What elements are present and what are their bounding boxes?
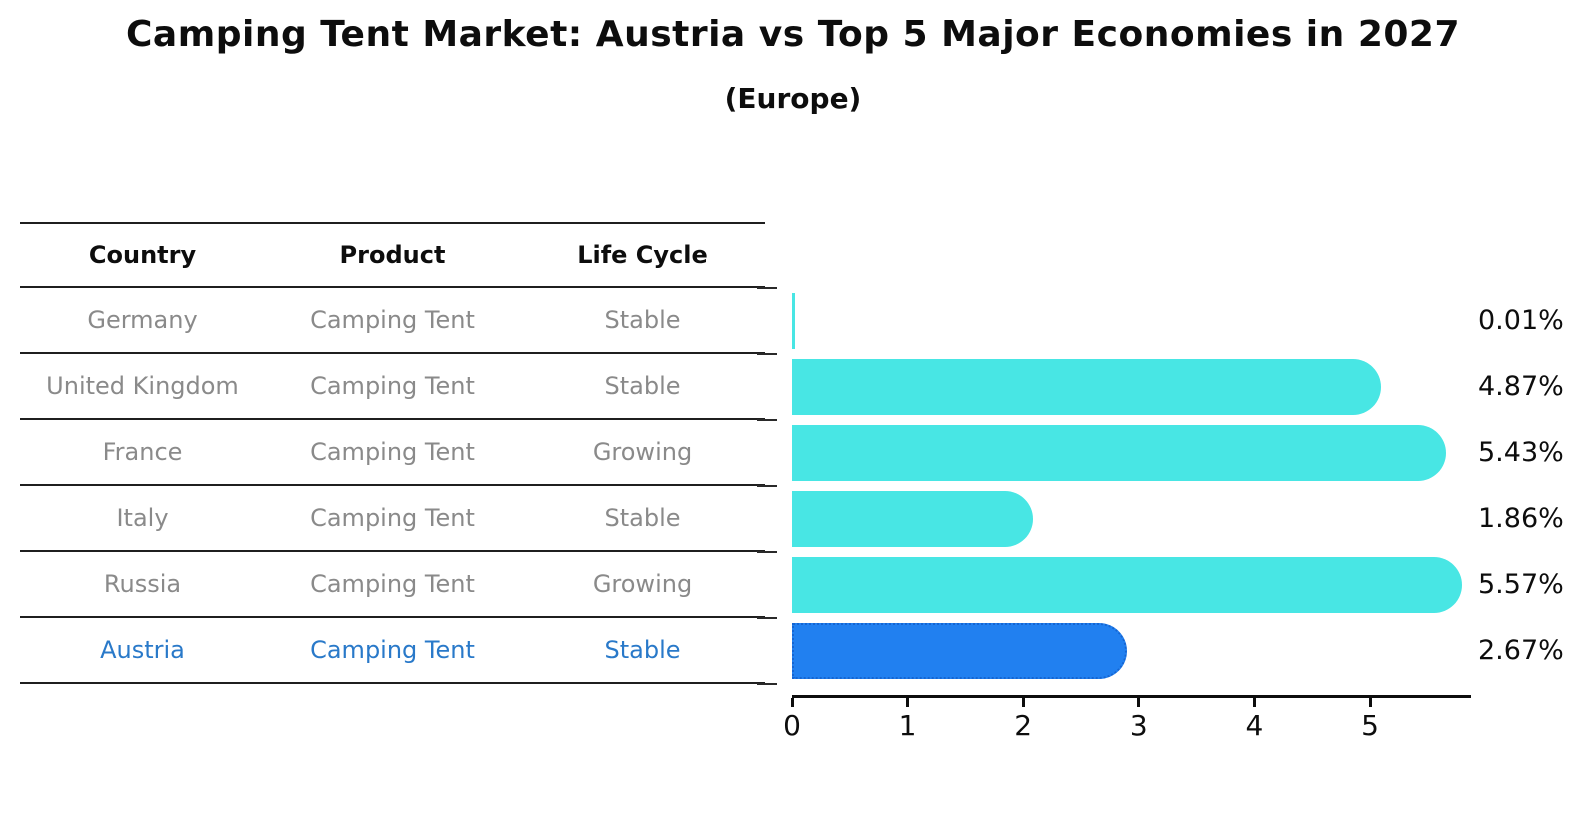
cell-life-cycle: Stable	[604, 504, 681, 532]
cell-product: Camping Tent	[310, 636, 475, 664]
x-axis-tick-mark-2	[1021, 698, 1025, 707]
x-axis-tick-label-4: 4	[1245, 709, 1264, 742]
x-axis-tick-mark-5	[1368, 698, 1372, 707]
bar-italy	[792, 491, 1033, 547]
cell-product: Camping Tent	[310, 438, 475, 466]
value-label-austria: 2.67%	[1478, 635, 1564, 666]
table-row-russia: Russia Camping Tent Growing	[20, 552, 765, 618]
cell-product: Camping Tent	[310, 504, 475, 532]
y-axis-tick-mark	[757, 551, 777, 553]
cell-product: Camping Tent	[310, 372, 475, 400]
x-axis-tick-label-5: 5	[1361, 709, 1379, 742]
bar-russia	[792, 557, 1462, 613]
column-header-life-cycle: Life Cycle	[577, 241, 708, 269]
y-axis-tick-mark	[757, 617, 777, 619]
table-row-austria: Austria Camping Tent Stable	[20, 618, 765, 684]
cell-life-cycle: Stable	[604, 372, 681, 400]
value-label-france: 5.43%	[1478, 437, 1564, 468]
x-axis-tick-mark-0	[790, 698, 794, 707]
cell-life-cycle: Growing	[592, 570, 693, 598]
y-axis-tick-mark	[757, 683, 777, 685]
cell-product: Camping Tent	[310, 570, 475, 598]
table-row-italy: Italy Camping Tent Stable	[20, 486, 765, 552]
y-axis-tick-mark	[757, 287, 777, 289]
column-header-country: Country	[88, 241, 197, 269]
value-label-russia: 5.57%	[1478, 569, 1564, 600]
cell-product: Camping Tent	[310, 306, 475, 334]
x-axis-tick-mark-3	[1137, 698, 1141, 707]
bar-france	[792, 425, 1446, 481]
bar-united-kingdom	[792, 359, 1381, 415]
x-axis-line	[792, 695, 1471, 698]
cell-country: United Kingdom	[46, 372, 239, 400]
cell-country: Germany	[87, 306, 198, 334]
y-axis-tick-mark	[757, 353, 777, 355]
column-header-product: Product	[339, 241, 446, 269]
cell-country: Russia	[103, 570, 182, 598]
x-axis-tick-label-1: 1	[898, 709, 917, 742]
country-info-table: Country Product Life Cycle Germany Campin…	[20, 222, 765, 684]
bar-austria-highlighted	[792, 623, 1127, 679]
y-axis-tick-mark	[757, 419, 777, 421]
x-axis-tick-label-2: 2	[1014, 709, 1033, 742]
cell-country: Austria	[100, 636, 185, 664]
cell-life-cycle: Growing	[592, 438, 693, 466]
value-label-germany: 0.01%	[1478, 305, 1564, 336]
cell-country: Italy	[116, 504, 169, 532]
table-row-united-kingdom: United Kingdom Camping Tent Stable	[20, 354, 765, 420]
bar-germany	[792, 293, 795, 349]
x-axis-tick-mark-1	[906, 698, 910, 707]
value-label-italy: 1.86%	[1478, 503, 1564, 534]
cell-life-cycle: Stable	[604, 636, 681, 664]
x-axis-tick-label-0: 0	[783, 709, 801, 742]
x-axis-tick-mark-4	[1252, 698, 1256, 707]
x-axis-tick-label-3: 3	[1129, 709, 1148, 742]
value-label-united-kingdom: 4.87%	[1478, 371, 1564, 402]
cell-life-cycle: Stable	[604, 306, 681, 334]
chart-subtitle: (Europe)	[724, 82, 862, 115]
table-row-france: France Camping Tent Growing	[20, 420, 765, 486]
table-header-row: Country Product Life Cycle	[20, 222, 765, 288]
chart-title: Camping Tent Market: Austria vs Top 5 Ma…	[125, 14, 1461, 55]
cell-country: France	[102, 438, 183, 466]
y-axis-tick-mark	[757, 485, 777, 487]
table-body: Germany Camping Tent Stable United Kingdom C…	[20, 288, 765, 684]
table-row-germany: Germany Camping Tent Stable	[20, 288, 765, 354]
